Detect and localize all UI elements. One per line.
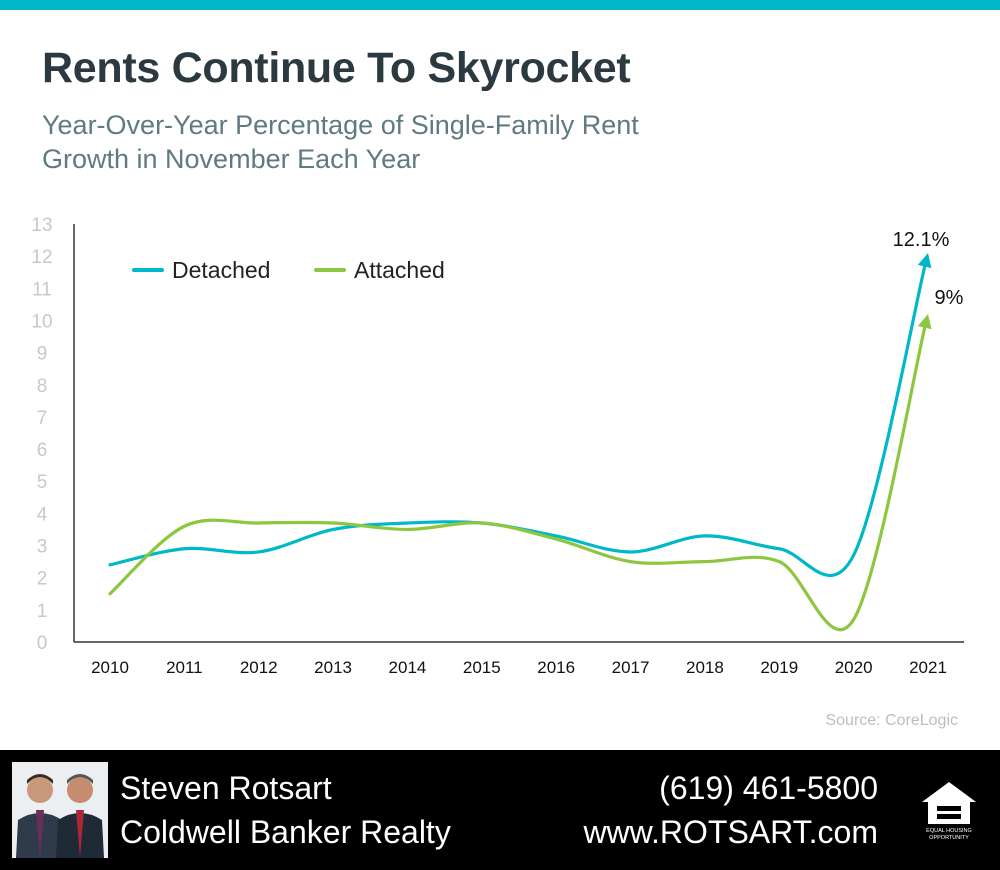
y-tick-label: 6 <box>37 440 48 461</box>
y-tick-label: 11 <box>32 279 52 300</box>
phone-number[interactable]: (619) 461-5800 <box>659 770 878 806</box>
agent-name: Steven Rotsart <box>120 770 332 806</box>
chart-title: Rents Continue To Skyrocket <box>42 44 631 92</box>
company-name: Coldwell Banker Realty <box>120 814 451 850</box>
x-tick-label: 2014 <box>389 658 427 677</box>
end-annotations: 12.1% 9% <box>893 229 964 309</box>
series-line-detached <box>108 260 928 578</box>
source-note: Source: CoreLogic <box>825 712 958 729</box>
top-accent-bar <box>0 0 1000 10</box>
y-tick-label: 3 <box>37 537 48 558</box>
x-axis-ticks: 2010 2011 2012 2013 2014 2015 2016 2017 2018 2019… <box>91 658 947 677</box>
y-tick-label: 8 <box>37 376 48 397</box>
x-tick-label: 2021 <box>909 658 947 677</box>
agent-photo <box>12 762 108 858</box>
x-tick-label: 2012 <box>240 658 278 677</box>
x-tick-label: 2018 <box>686 658 724 677</box>
x-tick-label: 2019 <box>760 658 798 677</box>
arrowhead-attached <box>917 314 932 330</box>
x-tick-label: 2016 <box>537 658 575 677</box>
y-tick-label: 10 <box>31 311 52 332</box>
y-tick-label: 5 <box>37 472 48 493</box>
legend-label-attached: Attached <box>354 257 445 283</box>
website-link[interactable]: www.ROTSART.com <box>583 814 878 850</box>
y-tick-label: 4 <box>37 504 48 525</box>
equal-housing-opportunity-icon: EQUAL HOUSING OPPORTUNITY <box>922 782 976 841</box>
arrowhead-detached <box>917 252 932 269</box>
series-group <box>108 252 932 632</box>
svg-text:EQUAL HOUSING: EQUAL HOUSING <box>926 828 972 834</box>
x-tick-label: 2010 <box>91 658 129 677</box>
series-line-attached <box>108 321 928 632</box>
svg-text:OPPORTUNITY: OPPORTUNITY <box>929 835 969 841</box>
y-tick-label: 9 <box>37 344 48 365</box>
x-tick-label: 2013 <box>314 658 352 677</box>
chart-subtitle: Year-Over-Year Percentage of Single-Fami… <box>42 110 639 174</box>
x-tick-label: 2020 <box>835 658 873 677</box>
x-tick-label: 2015 <box>463 658 501 677</box>
y-tick-label: 0 <box>37 633 48 654</box>
y-tick-label: 7 <box>37 408 48 429</box>
legend-label-detached: Detached <box>172 257 270 283</box>
annotation-detached: 12.1% <box>893 229 950 251</box>
x-tick-label: 2011 <box>166 658 203 677</box>
footer-bar: Steven Rotsart Coldwell Banker Realty (6… <box>0 750 1000 870</box>
y-tick-label: 13 <box>31 215 52 236</box>
y-tick-label: 2 <box>37 569 48 590</box>
x-tick-label: 2017 <box>612 658 650 677</box>
chart-legend: Detached Attached <box>132 257 445 283</box>
y-tick-label: 12 <box>31 247 52 268</box>
y-tick-label: 1 <box>37 601 48 622</box>
annotation-attached: 9% <box>935 287 964 309</box>
